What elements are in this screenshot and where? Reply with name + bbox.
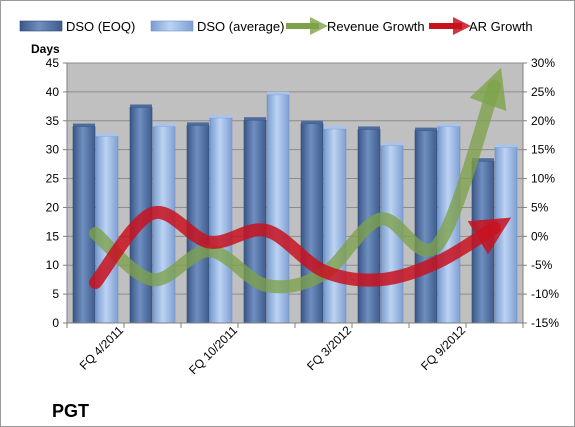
y-right-tick-label: 10% [531, 172, 555, 186]
legend-label-revenue-growth: Revenue Growth [327, 19, 425, 34]
legend-label-dso-eoq: DSO (EOQ) [66, 19, 135, 34]
y-left-tick-label: 20 [46, 200, 60, 214]
y-right-tick-label: 15% [531, 143, 555, 157]
legend-swatch-dso-average [150, 20, 194, 32]
bar-dso-eoq-top [358, 126, 380, 130]
y-left-tick-label: 0 [52, 316, 59, 330]
y-left-tick-label: 25 [46, 172, 60, 186]
y-right-tick-label: 30% [531, 56, 555, 70]
bar-dso-average-top [324, 125, 346, 129]
bar-dso-eoq-top [187, 122, 209, 126]
bar-dso-average-top [495, 144, 517, 148]
bar-dso-average [323, 128, 347, 324]
y-right-tick-label: 0% [531, 229, 549, 243]
ar-growth-line [89, 205, 512, 290]
legend-label-dso-average: DSO (average) [197, 19, 284, 34]
bar-dso-eoq-top [472, 158, 494, 162]
bar-dso-eoq-top [415, 127, 437, 131]
bar-dso-eoq [300, 123, 324, 324]
legend-swatch-dso-eoq [19, 20, 63, 32]
y-right-tick-label: 5% [531, 200, 549, 214]
y-left-tick-label: 15 [46, 229, 60, 243]
bar-dso-average [494, 147, 518, 324]
y-right-tick-label: -15% [531, 316, 559, 330]
legend: DSO (EOQ) DSO (average) Revenue Growth A… [19, 17, 533, 35]
bar-dso-eoq [243, 119, 267, 324]
x-tick-label: FQ 3/2012 [304, 323, 354, 373]
bar-dso-eoq-top [244, 117, 266, 121]
y-left-tick-label: 40 [46, 85, 60, 99]
y-left-tick-label: 10 [46, 258, 60, 272]
x-tick-label: FQ 10/2011 [186, 323, 240, 377]
y-right-tick-label: -10% [531, 287, 559, 301]
y-right-tick-label: 20% [531, 114, 555, 128]
bar-dso-average [209, 117, 233, 324]
y-right-tick-label: 25% [531, 85, 555, 99]
y-left-tick-label: 45 [46, 56, 60, 70]
x-tick-label: FQ 4/2011 [77, 323, 127, 373]
bar-dso-average-top [210, 114, 232, 118]
bar-dso-average-top [267, 91, 289, 95]
company-ticker: PGT [52, 401, 89, 421]
bar-dso-average-top [438, 123, 460, 127]
bar-dso-eoq-top [73, 123, 95, 127]
y-right-tick-label: -5% [531, 258, 553, 272]
y-left-tick-label: 5 [52, 287, 59, 301]
bar-dso-average-top [96, 133, 118, 137]
bar-dso-average-top [153, 123, 175, 127]
bar-dso-eoq-top [130, 104, 152, 108]
bar-dso-average-top [381, 142, 403, 146]
y-left-tick-label: 30 [46, 143, 60, 157]
bar-dso-eoq-top [301, 120, 323, 124]
bar-dso-eoq [72, 126, 96, 324]
y-left-tick-label: 35 [46, 114, 60, 128]
y-axis-left-title: Days [31, 42, 60, 56]
growth-lines [89, 67, 512, 294]
x-tick-label: FQ 9/2012 [418, 323, 468, 373]
legend-label-ar-growth: AR Growth [469, 19, 533, 34]
bar-dso-eoq [414, 130, 438, 324]
